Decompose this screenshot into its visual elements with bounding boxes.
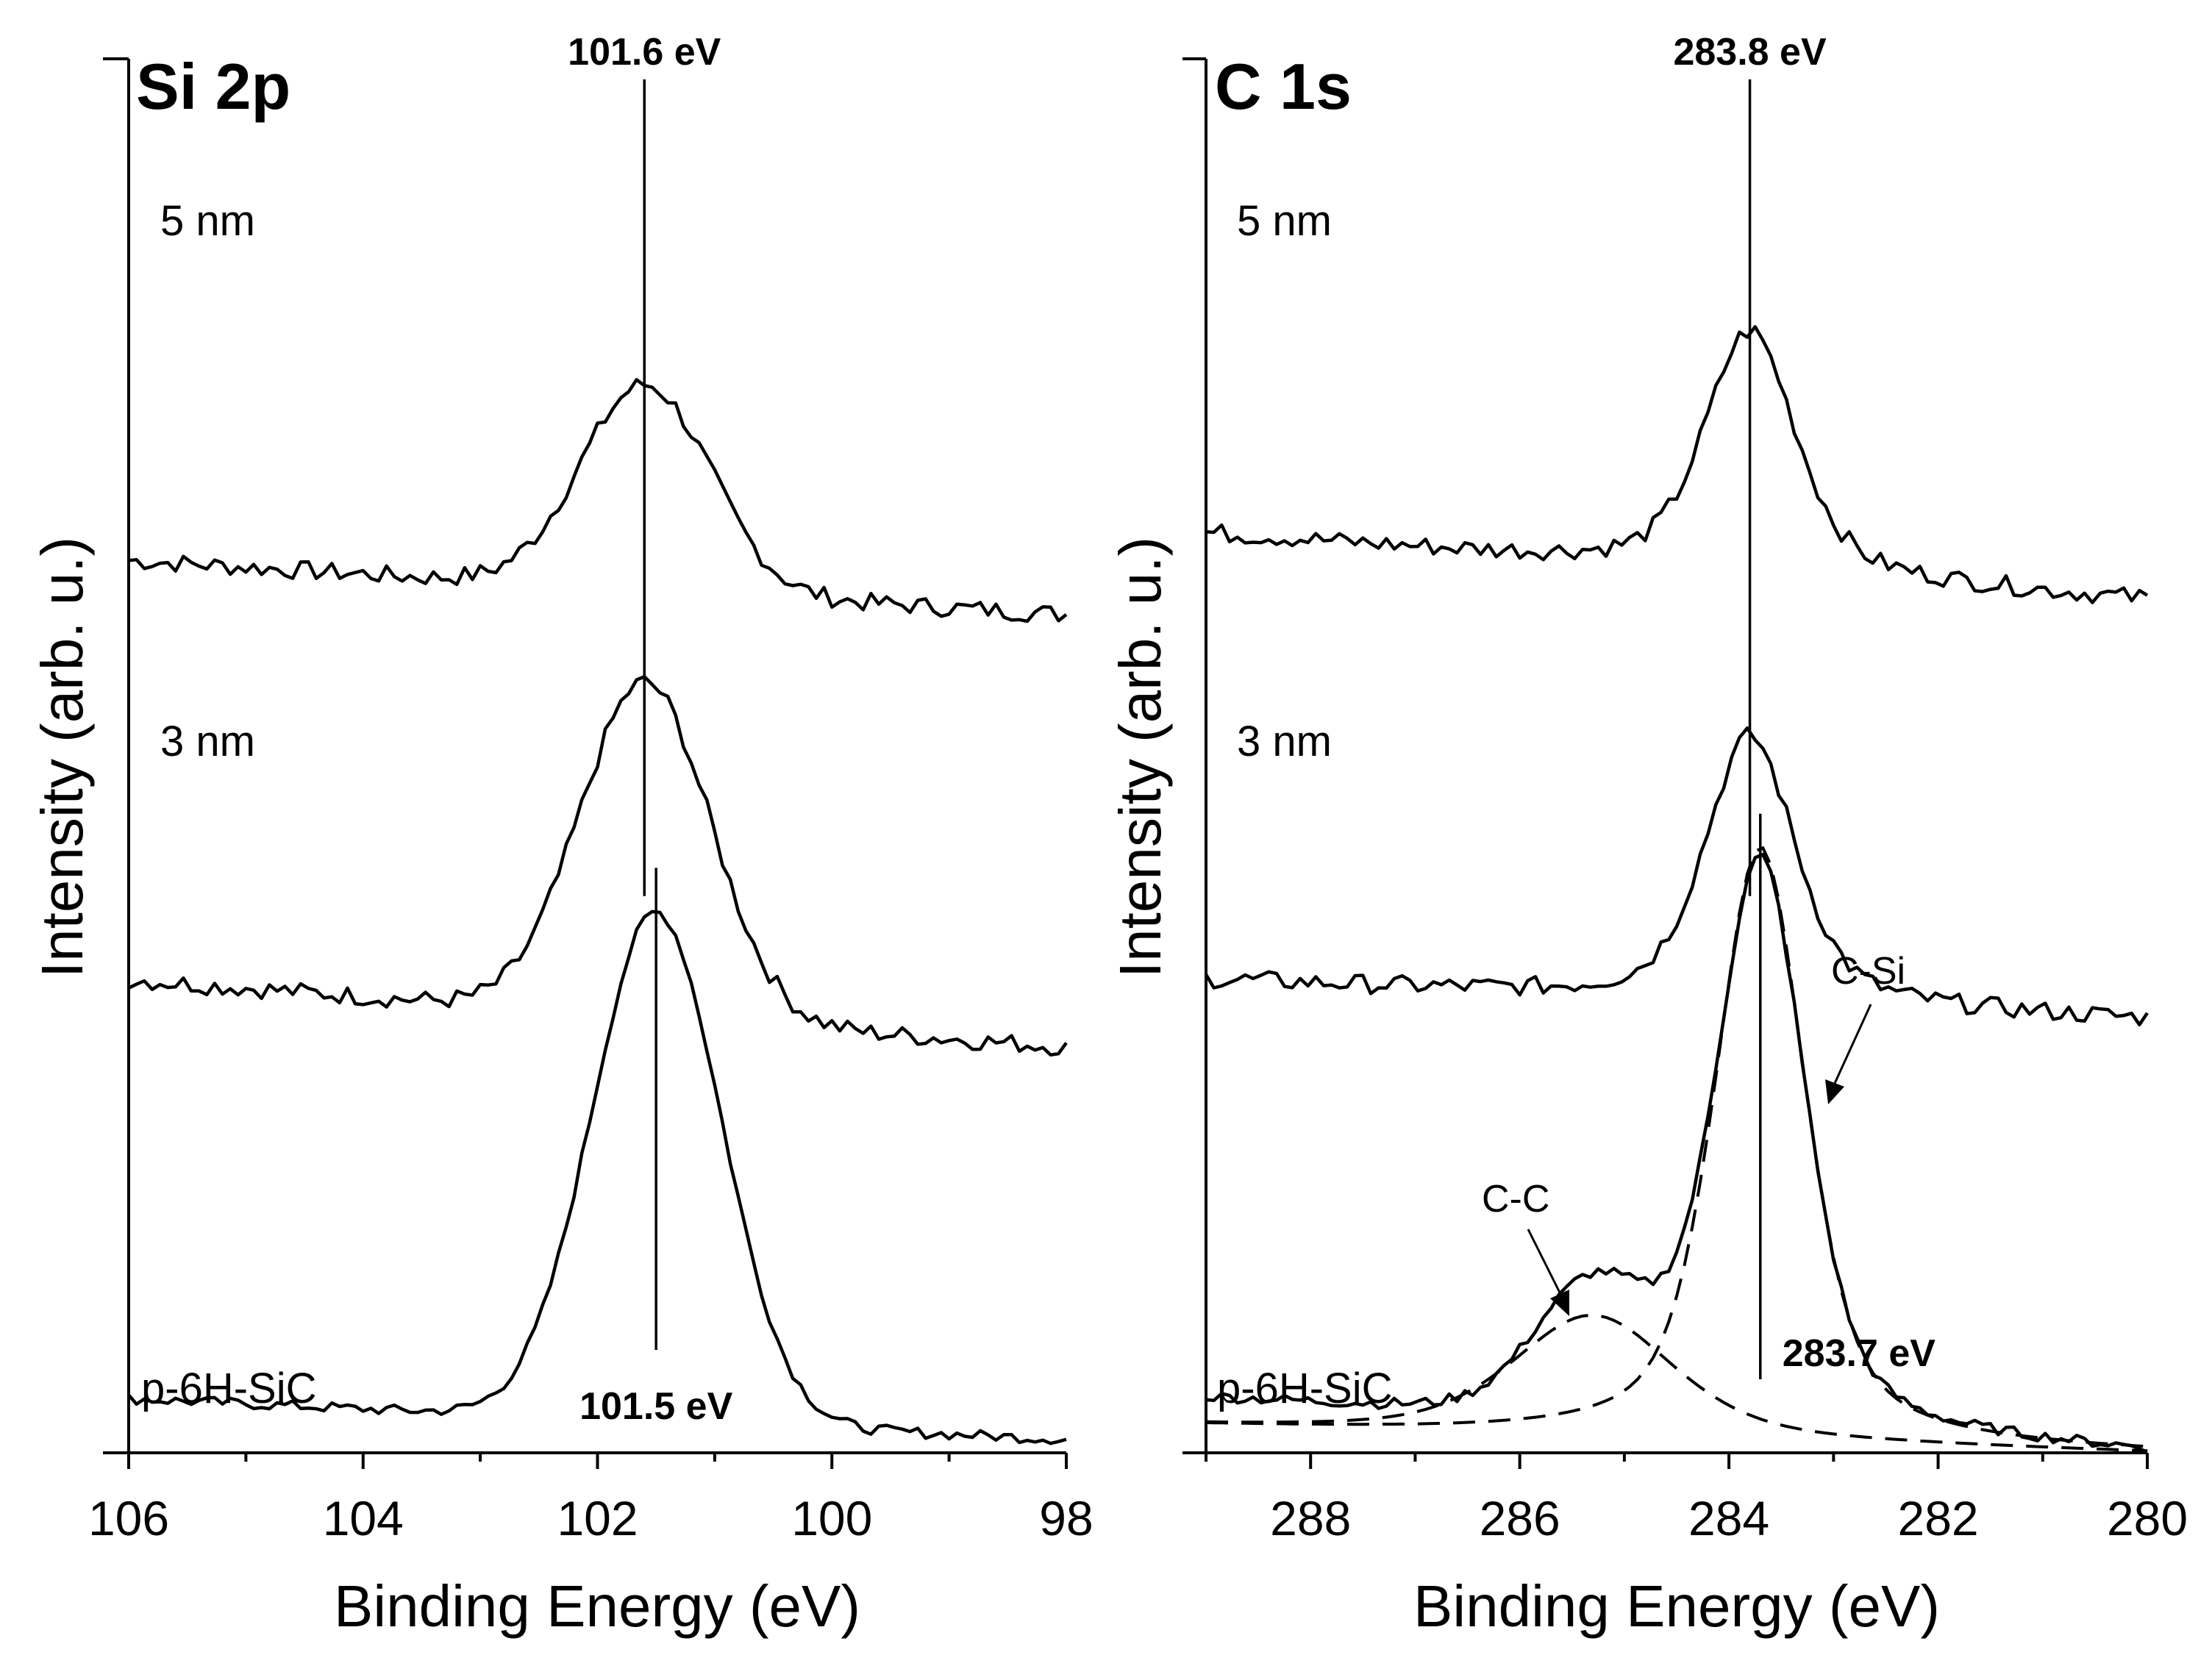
c-x-tick-label: 284 (1688, 1491, 1769, 1545)
c-csi-arrow-line (1831, 1004, 1872, 1089)
c-peak-label: 283.7 eV (1783, 1332, 1936, 1375)
si-series-3-nm (128, 675, 1068, 1057)
c-csi-arrow-head (1825, 1079, 1844, 1104)
c-annotation-cc: C-C (1482, 1178, 1549, 1220)
c-x-axis-title: Binding Energy (eV) (1413, 1573, 1940, 1639)
si-2p-panel: 106 104 102 100 98 101.6 eV 101.5 eV Si 2p Bi… (29, 31, 1093, 1639)
c-cc-arrow-head (1550, 1290, 1569, 1316)
si-x-tick-label: 98 (1039, 1491, 1093, 1545)
c-1s-panel: 288 286 284 282 280 283.8 eV 283.7 eV C 1s Bi… (1107, 31, 2188, 1639)
si-series-label-5nm: 5 nm (160, 197, 255, 245)
c-fit-c-si-fit (1205, 846, 2148, 1448)
c-x-tick-label: 282 (1897, 1491, 1978, 1545)
c-x-tick-label: 280 (2107, 1491, 2188, 1545)
c-series-3-nm (1205, 726, 2149, 1026)
si-peak-label: 101.5 eV (579, 1385, 732, 1428)
c-cc-arrow-line (1527, 1229, 1565, 1301)
c-y-axis-title: Intensity (arb. u.) (1107, 537, 1173, 978)
c-fit-c-c-fit (1205, 1313, 2148, 1453)
si-y-axis-title: Intensity (arb. u.) (29, 537, 95, 978)
c-series-label-3nm: 3 nm (1237, 718, 1332, 765)
c-peak-label: 283.8 eV (1673, 31, 1826, 74)
si-x-tick-label: 100 (791, 1491, 872, 1545)
si-series-label-p6h: p-6H-SiC (141, 1365, 317, 1412)
c-series-p-6h-sic (1205, 852, 2148, 1454)
si-series-label-3nm: 3 nm (160, 718, 255, 765)
si-x-tick-label: 102 (557, 1491, 638, 1545)
si-x-tick-label: 104 (323, 1491, 404, 1545)
c-series-label-5nm: 5 nm (1237, 197, 1332, 245)
c-series-label-p6h: p-6H-SiC (1217, 1365, 1393, 1412)
c-x-tick-label: 286 (1480, 1491, 1560, 1545)
si-x-axis-title: Binding Energy (eV) (334, 1573, 860, 1639)
c-series-5-nm (1205, 325, 2149, 604)
si-series-5-nm (128, 378, 1068, 623)
c-x-tick-label: 288 (1270, 1491, 1351, 1545)
c-panel-title: C 1s (1215, 50, 1352, 123)
c-annotation-csi: C-Si (1831, 950, 1905, 993)
si-panel-title: Si 2p (136, 50, 290, 123)
si-peak-label: 101.6 eV (568, 31, 721, 74)
si-series-p-6h-sic (127, 909, 1067, 1445)
si-x-tick-label: 106 (88, 1491, 169, 1545)
